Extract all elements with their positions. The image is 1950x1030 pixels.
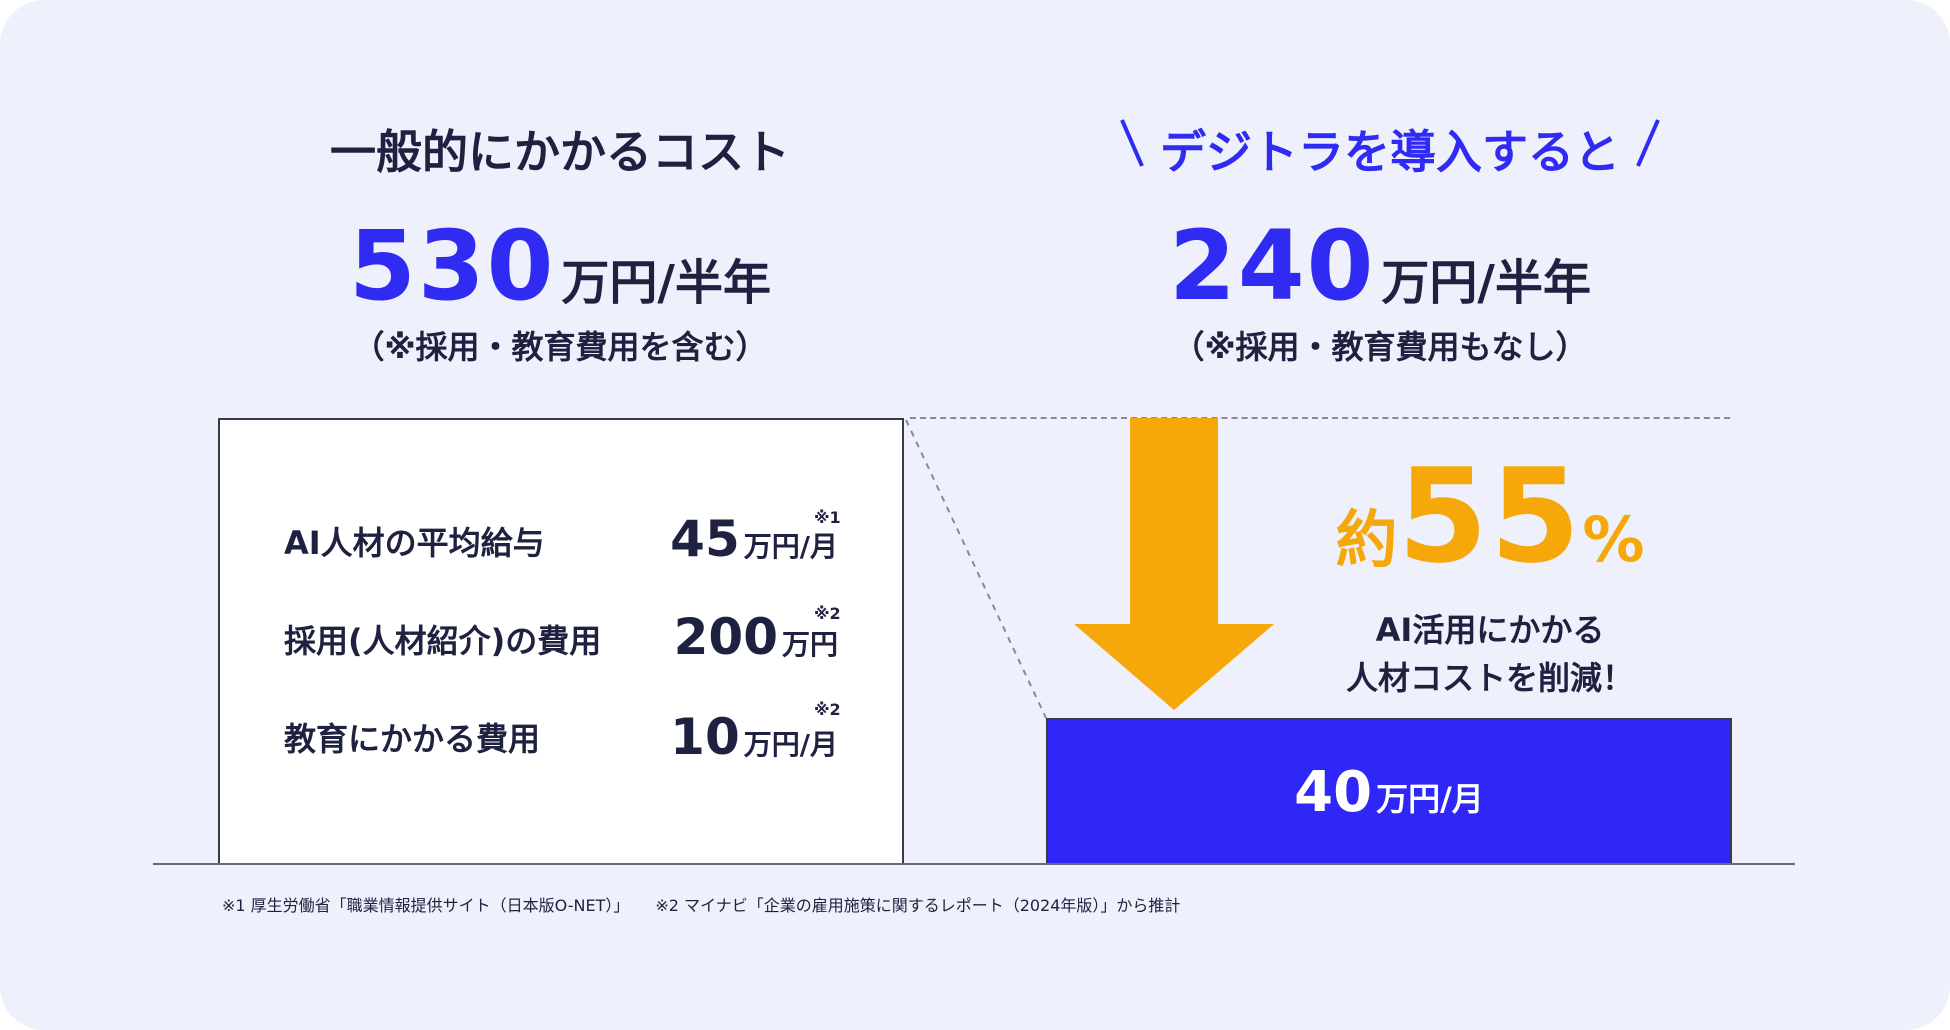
reduction-desc-line2: 人材コストを削減！ [1345, 659, 1634, 697]
breakdown-value-training: 10 万円/月 [670, 708, 838, 766]
breakdown-number: 10 [670, 708, 740, 766]
baseline-divider [153, 863, 1795, 865]
left-heading: 一般的にかかるコスト [330, 125, 790, 179]
breakdown-label-training: 教育にかかる費用 [284, 720, 541, 758]
reduction-value: 55 [1397, 440, 1583, 592]
footnote-ref-2: ※2 [814, 604, 841, 623]
right-slash-icon [1636, 119, 1660, 167]
footnote-2: ※2 マイナビ「企業の雇用施策に関するレポート（2024年版）」から推計 [655, 896, 1181, 915]
footnote-1: ※1 厚生労働省「職業情報提供サイト（日本版O-NET）」 [222, 896, 630, 915]
breakdown-unit: 万円 [781, 628, 838, 661]
right-note: （※採用・教育費用もなし） [1172, 328, 1588, 366]
right-amount: 240 万円/半年 [1080, 210, 1680, 322]
breakdown-label-recruiting: 採用(人材紹介)の費用 [284, 622, 602, 660]
breakdown-unit: 万円/月 [743, 530, 838, 563]
reduction-description: AI活用にかかる 人材コストを削減！ [1300, 606, 1680, 702]
bar-value: 40 [1294, 759, 1373, 825]
cost-breakdown-box [218, 418, 904, 864]
reduction-desc-line1: AI活用にかかる [1375, 611, 1605, 649]
left-note: （※採用・教育費用を含む） [352, 328, 768, 366]
left-amount-unit: 万円/半年 [561, 255, 771, 311]
footnote-ref-2: ※2 [814, 700, 841, 719]
breakdown-unit: 万円/月 [743, 728, 838, 761]
left-slash-icon [1120, 119, 1144, 167]
right-heading: デジトラを導入すると [1160, 125, 1620, 179]
breakdown-label-salary: AI人材の平均給与 [284, 524, 545, 562]
right-amount-value: 240 [1169, 210, 1376, 322]
breakdown-value-salary: 45 万円/月 [670, 510, 838, 568]
dashed-guide-line [910, 417, 1730, 419]
reduction-percent: 約55% [1300, 440, 1680, 592]
right-amount-unit: 万円/半年 [1381, 255, 1591, 311]
footnote-ref-1: ※1 [814, 508, 841, 527]
breakdown-number: 45 [670, 510, 740, 568]
breakdown-number: 200 [673, 608, 778, 666]
reduction-prefix: 約 [1335, 503, 1398, 576]
reduced-cost-bar: 40 万円/月 [1046, 718, 1732, 864]
left-amount-value: 530 [349, 210, 556, 322]
down-arrow-icon [1074, 418, 1274, 710]
left-amount: 530 万円/半年 [260, 210, 860, 322]
bar-unit: 万円/月 [1376, 780, 1484, 818]
breakdown-value-recruiting: 200 万円 [674, 608, 838, 666]
reduction-symbol: % [1582, 503, 1645, 576]
footnotes: ※1 厚生労働省「職業情報提供サイト（日本版O-NET）」 ※2 マイナビ「企業の… [222, 892, 1180, 916]
